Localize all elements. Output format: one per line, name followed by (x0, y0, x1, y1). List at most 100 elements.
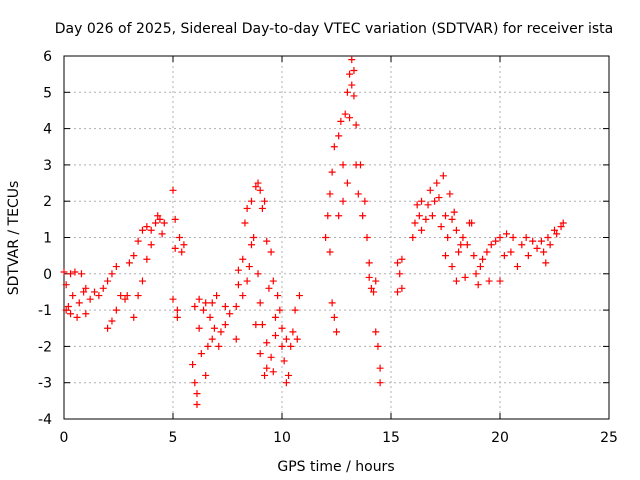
data-point (221, 321, 229, 329)
data-series (60, 56, 567, 408)
data-point (398, 255, 406, 263)
data-point (256, 350, 264, 358)
x-tick-label: 15 (382, 430, 400, 446)
data-point (278, 342, 286, 350)
data-point (422, 215, 430, 223)
data-point (217, 328, 225, 336)
data-point (559, 219, 567, 227)
data-point (452, 277, 460, 285)
y-tick-label: -3 (38, 376, 52, 392)
data-point (178, 248, 186, 256)
data-point (418, 197, 426, 205)
data-point (147, 241, 155, 249)
data-point (234, 281, 242, 289)
data-point (278, 324, 286, 332)
y-tick-label: -2 (38, 339, 52, 355)
y-tick-label: 6 (43, 49, 52, 65)
data-point (256, 299, 264, 307)
data-point (75, 299, 83, 307)
data-point (289, 328, 297, 336)
y-tick-label: 0 (43, 267, 52, 283)
data-point (339, 197, 347, 205)
data-point (108, 317, 116, 325)
data-point (271, 313, 279, 321)
data-point (540, 248, 548, 256)
data-point (472, 270, 480, 278)
y-tick-label: -4 (38, 412, 52, 428)
data-point (356, 161, 364, 169)
data-point (433, 179, 441, 187)
y-tick-label: 3 (43, 158, 52, 174)
data-point (123, 292, 131, 300)
x-tick-label: 5 (169, 430, 178, 446)
data-point (372, 328, 380, 336)
data-point (243, 204, 251, 212)
data-point (415, 212, 423, 220)
x-axis-label: GPS time / hours (277, 459, 394, 475)
data-point (448, 263, 456, 271)
data-point (394, 288, 402, 296)
data-point (280, 357, 288, 365)
y-tick-labels: -4 -3 -2 -1 0 1 2 3 4 5 6 (38, 49, 52, 428)
data-point (195, 324, 203, 332)
data-point (285, 371, 293, 379)
data-point (485, 277, 493, 285)
data-point (62, 306, 70, 314)
data-point (457, 241, 465, 249)
y-axis-label: SDTVAR / TECUs (6, 181, 22, 296)
data-point (276, 306, 284, 314)
data-point (254, 179, 262, 187)
data-point (158, 230, 166, 238)
data-point (263, 339, 271, 347)
grid-lines (64, 56, 609, 419)
data-point (263, 237, 271, 245)
data-point (424, 201, 432, 209)
data-point (431, 197, 439, 205)
data-point (60, 268, 68, 276)
data-point (239, 292, 247, 300)
chart-title: Day 026 of 2025, Sidereal Day-to-day VTE… (55, 21, 613, 37)
data-point (197, 350, 205, 358)
data-point (474, 281, 482, 289)
data-point (324, 212, 332, 220)
data-point (291, 306, 299, 314)
data-point (138, 226, 146, 234)
data-point (546, 241, 554, 249)
data-point (537, 237, 545, 245)
data-point (130, 313, 138, 321)
y-tick-label: 5 (43, 85, 52, 101)
data-point (191, 302, 199, 310)
data-point (243, 277, 251, 285)
data-point (213, 292, 221, 300)
data-point (374, 342, 382, 350)
data-point (361, 197, 369, 205)
data-point (267, 248, 275, 256)
data-point (542, 259, 550, 267)
data-point (171, 244, 179, 252)
data-point (376, 379, 384, 387)
data-point (348, 81, 356, 89)
data-point (479, 255, 487, 263)
data-point (363, 234, 371, 241)
data-point (365, 259, 373, 267)
data-point (202, 299, 210, 307)
data-point (437, 223, 445, 231)
data-point (62, 281, 70, 289)
data-point (337, 117, 345, 125)
data-point (258, 321, 266, 329)
data-point (69, 292, 77, 300)
axis-ticks (63, 55, 610, 420)
data-point (91, 288, 99, 296)
data-point (256, 186, 264, 194)
data-point (448, 215, 456, 223)
data-point (522, 234, 530, 241)
data-point (492, 237, 500, 245)
data-point (263, 364, 271, 372)
data-point (86, 295, 94, 303)
data-point (346, 70, 354, 78)
data-point (73, 313, 81, 321)
data-point (330, 143, 338, 151)
data-point (250, 234, 258, 241)
data-point (138, 277, 146, 285)
data-point (359, 212, 367, 220)
